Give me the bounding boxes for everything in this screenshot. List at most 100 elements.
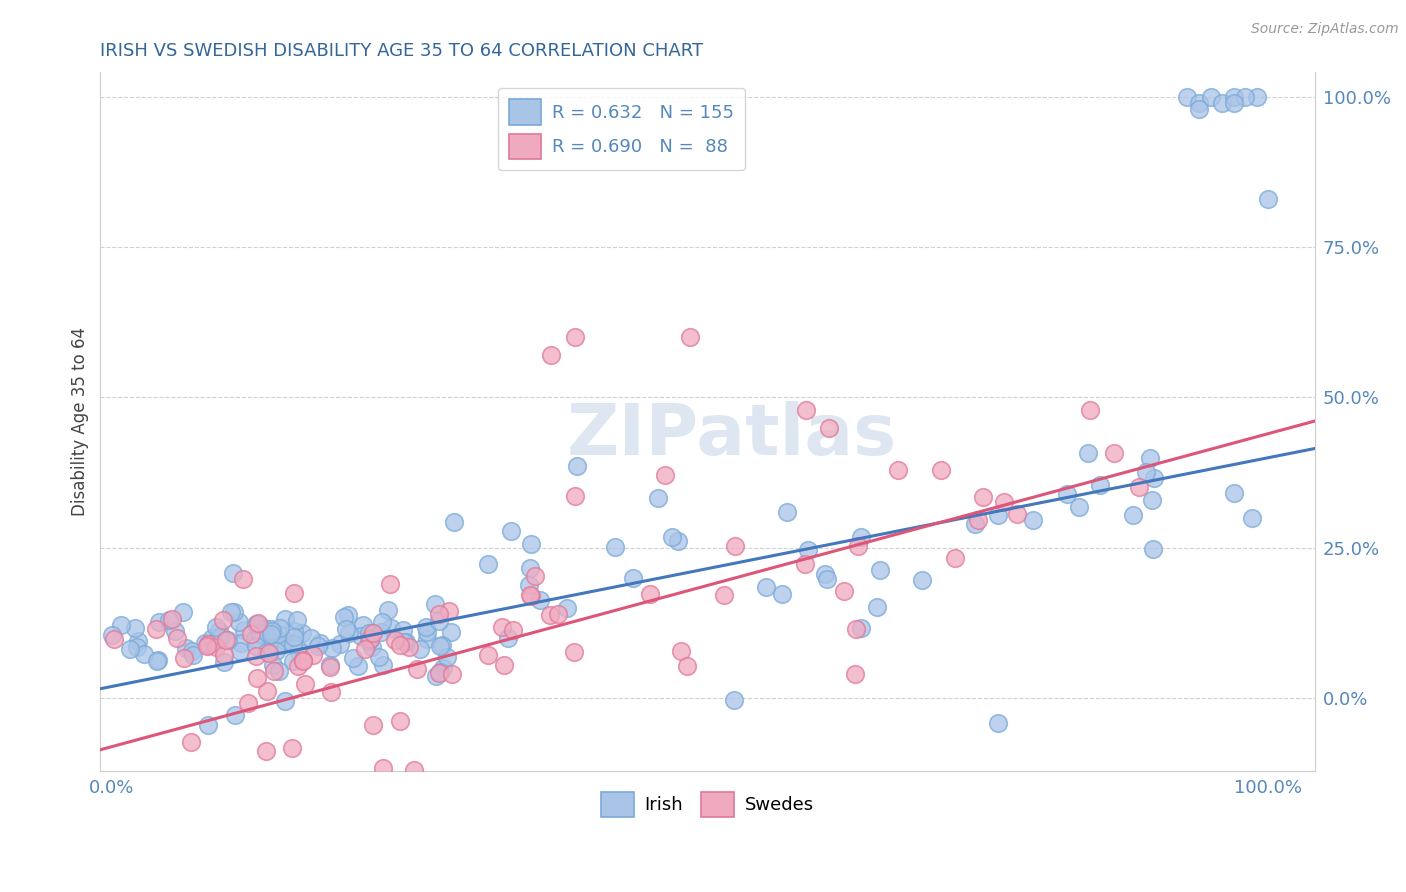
Point	[603, 540, 626, 554]
Point	[866, 599, 889, 614]
Point	[1005, 507, 1028, 521]
Point	[266, 626, 288, 640]
Point	[499, 524, 522, 539]
Point	[524, 569, 547, 583]
Point	[245, 632, 267, 647]
Point	[1241, 510, 1264, 524]
Point	[520, 589, 543, 603]
Point	[329, 637, 352, 651]
Point	[972, 490, 994, 504]
Point	[869, 563, 891, 577]
Point	[257, 632, 280, 646]
Y-axis label: Disability Age 35 to 64: Disability Age 35 to 64	[72, 327, 89, 516]
Point	[267, 664, 290, 678]
Point	[197, 637, 219, 651]
Point	[132, 648, 155, 662]
Point	[647, 491, 669, 505]
Point	[477, 648, 499, 663]
Point	[494, 658, 516, 673]
Point	[221, 566, 243, 580]
Point	[239, 626, 262, 640]
Point	[529, 593, 551, 607]
Point	[378, 577, 401, 591]
Point	[163, 624, 186, 638]
Point	[491, 620, 513, 634]
Point	[388, 714, 411, 728]
Point	[567, 458, 589, 473]
Point	[679, 330, 702, 344]
Point	[195, 639, 218, 653]
Point	[333, 609, 356, 624]
Point	[929, 463, 952, 477]
Point	[201, 632, 224, 646]
Point	[564, 330, 586, 344]
Point	[260, 626, 283, 640]
Point	[228, 615, 250, 630]
Point	[208, 624, 231, 638]
Legend: Irish, Swedes: Irish, Swedes	[595, 785, 821, 824]
Point	[342, 651, 364, 665]
Point	[1177, 89, 1199, 103]
Point	[146, 653, 169, 667]
Point	[834, 583, 856, 598]
Point	[477, 557, 499, 571]
Point	[145, 622, 167, 636]
Point	[654, 467, 676, 482]
Point	[110, 618, 132, 632]
Point	[148, 615, 170, 629]
Point	[319, 657, 342, 672]
Point	[224, 708, 246, 723]
Point	[103, 632, 125, 646]
Point	[818, 420, 841, 434]
Point	[440, 625, 463, 640]
Point	[183, 648, 205, 662]
Point	[377, 603, 399, 617]
Point	[1222, 486, 1244, 500]
Point	[307, 639, 329, 653]
Point	[755, 580, 778, 594]
Point	[367, 649, 389, 664]
Point	[638, 587, 661, 601]
Point	[389, 638, 412, 652]
Point	[354, 641, 377, 656]
Point	[676, 658, 699, 673]
Point	[1246, 89, 1268, 103]
Point	[157, 613, 180, 627]
Point	[993, 494, 1015, 508]
Point	[350, 629, 373, 643]
Point	[851, 530, 873, 544]
Point	[1139, 450, 1161, 465]
Point	[236, 696, 259, 710]
Point	[395, 635, 418, 649]
Point	[283, 654, 305, 668]
Point	[813, 566, 835, 581]
Point	[120, 642, 142, 657]
Point	[1078, 403, 1101, 417]
Point	[776, 505, 799, 519]
Point	[540, 348, 562, 362]
Point	[437, 604, 460, 618]
Point	[246, 616, 269, 631]
Point	[1142, 542, 1164, 557]
Point	[398, 640, 420, 655]
Point	[1140, 492, 1163, 507]
Point	[1222, 89, 1244, 103]
Point	[404, 763, 426, 777]
Point	[392, 635, 415, 649]
Point	[987, 508, 1010, 522]
Point	[287, 645, 309, 659]
Point	[217, 633, 239, 648]
Point	[229, 635, 252, 649]
Point	[291, 653, 314, 667]
Point	[173, 651, 195, 665]
Point	[197, 638, 219, 652]
Point	[427, 607, 450, 621]
Point	[180, 734, 202, 748]
Point	[264, 643, 287, 657]
Point	[498, 786, 520, 800]
Point	[963, 516, 986, 531]
Point	[283, 630, 305, 644]
Point	[127, 634, 149, 648]
Point	[519, 588, 541, 602]
Point	[263, 629, 285, 643]
